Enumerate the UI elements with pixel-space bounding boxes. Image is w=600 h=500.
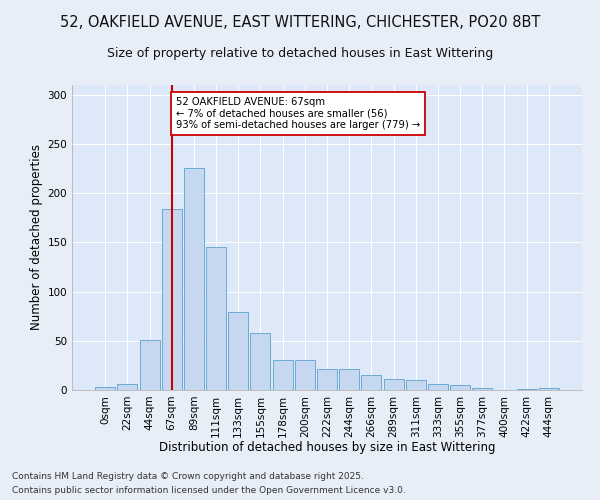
Bar (383, 379, 404, 390)
Bar (162, 209, 182, 390)
Bar (539, 388, 559, 390)
Text: Contains HM Land Registry data © Crown copyright and database right 2025.: Contains HM Land Registry data © Crown c… (12, 472, 364, 481)
Bar (406, 380, 426, 390)
Bar (228, 312, 248, 390)
Bar (450, 385, 470, 390)
Bar (140, 340, 160, 390)
Bar (361, 375, 382, 390)
Bar (95, 387, 115, 390)
Bar (118, 384, 137, 390)
Bar (428, 384, 448, 390)
Bar (339, 370, 359, 390)
Bar (272, 360, 293, 390)
Bar (517, 389, 536, 390)
Text: 52 OAKFIELD AVENUE: 67sqm
← 7% of detached houses are smaller (56)
93% of semi-d: 52 OAKFIELD AVENUE: 67sqm ← 7% of detach… (176, 97, 421, 130)
Y-axis label: Number of detached properties: Number of detached properties (30, 144, 43, 330)
Bar (206, 248, 226, 390)
Text: Size of property relative to detached houses in East Wittering: Size of property relative to detached ho… (107, 48, 493, 60)
Text: 52, OAKFIELD AVENUE, EAST WITTERING, CHICHESTER, PO20 8BT: 52, OAKFIELD AVENUE, EAST WITTERING, CHI… (60, 15, 540, 30)
Bar (317, 370, 337, 390)
X-axis label: Distribution of detached houses by size in East Wittering: Distribution of detached houses by size … (159, 441, 495, 454)
Bar (250, 333, 271, 390)
Bar (184, 168, 204, 390)
Bar (295, 360, 315, 390)
Bar (472, 388, 492, 390)
Text: Contains public sector information licensed under the Open Government Licence v3: Contains public sector information licen… (12, 486, 406, 495)
